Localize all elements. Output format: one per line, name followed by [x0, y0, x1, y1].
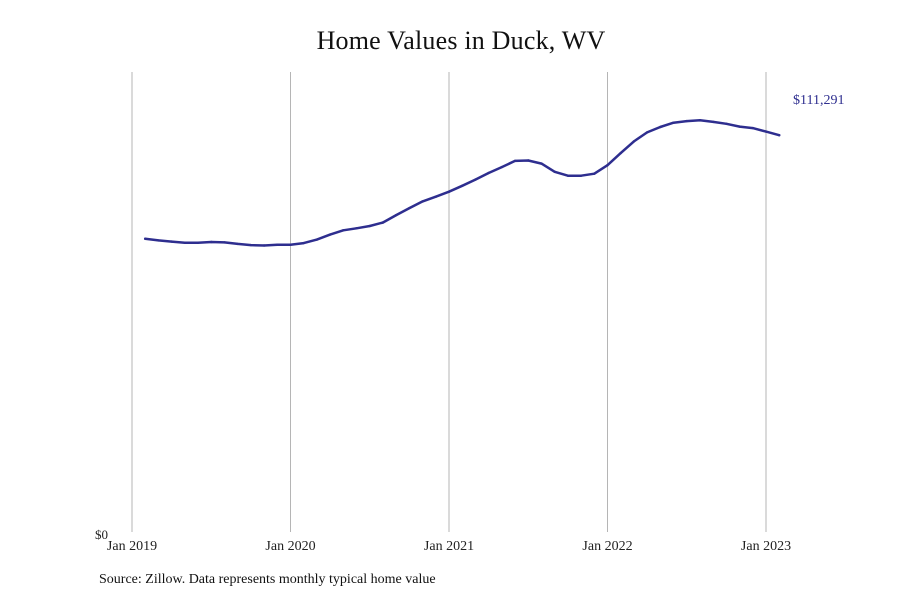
data-point — [778, 134, 781, 137]
data-point — [368, 224, 371, 228]
data-point — [355, 227, 358, 230]
data-point — [196, 241, 200, 244]
data-point — [381, 221, 385, 224]
data-point — [408, 206, 411, 210]
x-tick-label: Jan 2023 — [741, 539, 791, 554]
source-note: Source: Zillow. Data represents monthly … — [99, 572, 436, 587]
data-point — [645, 131, 649, 134]
data-point — [223, 241, 226, 244]
end-value-label: $111,291 — [793, 93, 844, 108]
data-point — [302, 241, 305, 245]
data-point — [553, 170, 556, 173]
data-point — [210, 240, 213, 244]
data-point — [236, 242, 239, 246]
data-point — [632, 140, 636, 143]
data-point — [751, 126, 754, 130]
data-point — [249, 243, 253, 247]
data-point — [738, 125, 741, 128]
gridlines — [131, 72, 767, 532]
data-point — [606, 164, 609, 167]
data-point — [500, 165, 503, 169]
data-point — [157, 239, 160, 242]
data-point — [593, 172, 596, 175]
data-point — [487, 171, 490, 175]
data-point — [342, 229, 345, 232]
x-tick-label: Jan 2022 — [582, 539, 632, 554]
y-tick-label: $0 — [95, 527, 108, 542]
series-line — [143, 119, 781, 247]
data-point — [276, 243, 279, 246]
data-point — [764, 130, 768, 133]
data-point — [315, 238, 319, 241]
data-point — [527, 159, 530, 162]
data-point — [183, 241, 186, 244]
data-point — [672, 121, 675, 124]
x-tick-label: Jan 2019 — [107, 539, 157, 554]
data-point — [461, 184, 464, 187]
label-layer: $111,291 — [793, 93, 844, 108]
data-point — [170, 240, 173, 243]
x-tick-label: Jan 2021 — [424, 539, 474, 554]
data-point — [144, 237, 147, 240]
data-point — [289, 243, 292, 246]
data-point — [434, 195, 437, 198]
data-point — [566, 174, 570, 177]
data-point — [712, 120, 715, 124]
data-point — [698, 119, 702, 122]
data-point — [262, 244, 266, 247]
data-point — [659, 125, 662, 129]
data-point — [685, 119, 688, 123]
chart-title: Home Values in Duck, WV — [316, 26, 606, 55]
data-point — [513, 159, 517, 163]
data-point — [540, 162, 543, 165]
data-point — [725, 122, 728, 126]
axis-ticks: Jan 2019 Jan 2020 Jan 2021 Jan 2022 Jan 2023… — [95, 527, 791, 554]
data-point — [447, 190, 451, 193]
data-point — [579, 174, 583, 177]
data-point — [619, 151, 622, 155]
x-tick-label: Jan 2020 — [265, 539, 315, 554]
series-layer — [143, 119, 781, 247]
data-point — [421, 200, 424, 203]
data-point — [395, 213, 398, 217]
data-point — [474, 178, 477, 181]
data-point — [328, 233, 332, 236]
